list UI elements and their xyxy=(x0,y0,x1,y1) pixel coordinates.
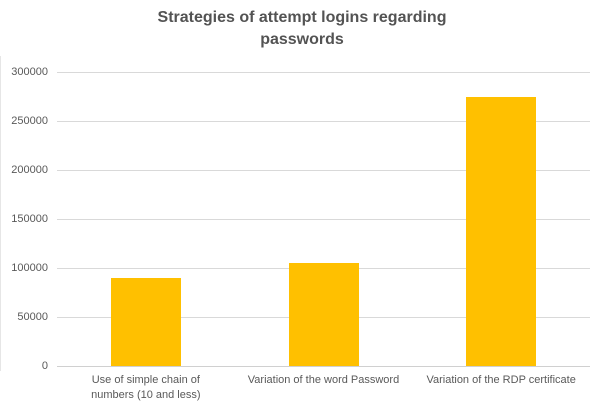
bar xyxy=(110,277,181,366)
bar xyxy=(466,96,537,366)
y-axis-tick-label: 150000 xyxy=(11,213,48,225)
y-axis-tick-label: 0 xyxy=(41,360,48,372)
gridline xyxy=(57,121,590,122)
x-axis-category-label: Variation of the RDP certificate xyxy=(426,374,576,386)
gridline xyxy=(57,219,590,220)
x-axis-category-label: Use of simple chain of numbers (10 and l… xyxy=(91,374,201,401)
x-axis-category-label: Variation of the word Password xyxy=(247,374,400,386)
gridline xyxy=(57,366,590,367)
y-axis-tick-label: 200000 xyxy=(11,164,48,176)
y-axis-tick-label: 100000 xyxy=(11,262,48,274)
chart-title: Strategies of attempt logins regarding p… xyxy=(157,9,447,48)
bar xyxy=(288,263,359,366)
y-axis-tick-label: 50000 xyxy=(17,311,48,323)
gridline xyxy=(57,72,590,73)
y-axis-tick-label: 300000 xyxy=(11,66,48,78)
gridline xyxy=(57,170,590,171)
chart-left-edge xyxy=(0,56,1,371)
y-axis-tick-label: 250000 xyxy=(11,115,48,127)
